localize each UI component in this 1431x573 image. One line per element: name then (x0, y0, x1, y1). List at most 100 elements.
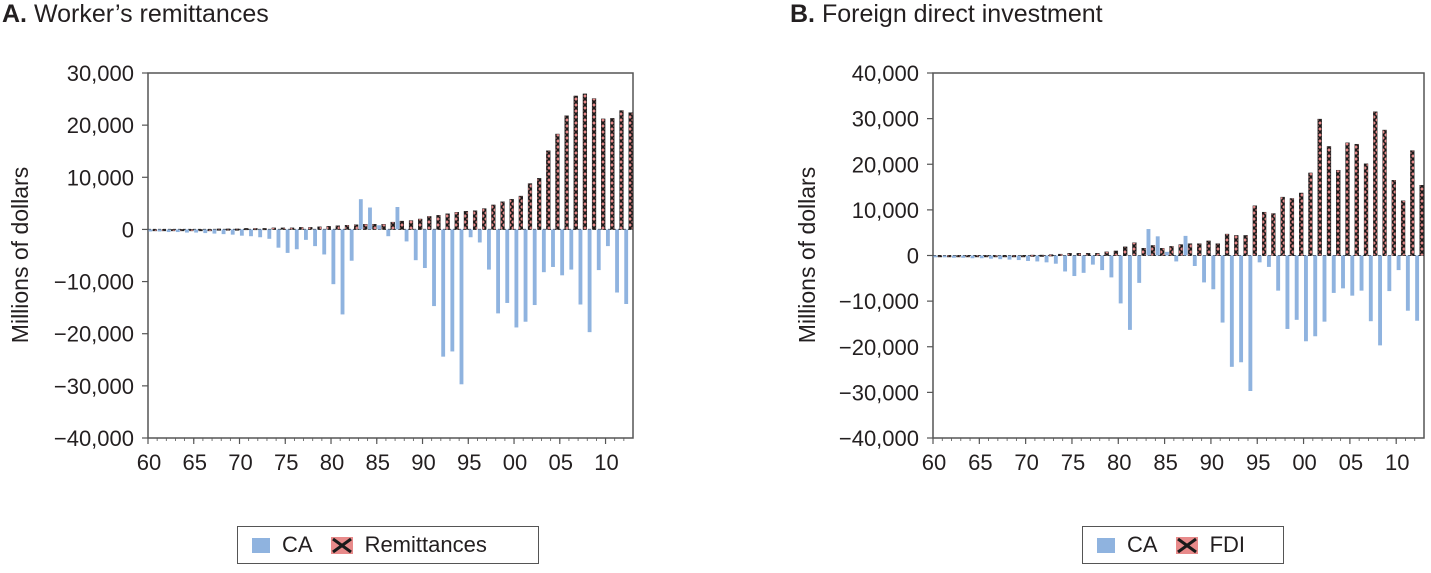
legend-item-ca: CA (252, 532, 313, 558)
bar-ca (1174, 255, 1179, 262)
bar-remittances (326, 226, 331, 230)
bar-fdi (1076, 253, 1081, 256)
bar-fdi (1187, 243, 1193, 256)
bar-ca (569, 229, 574, 270)
bar-remittances (527, 183, 533, 230)
panel-a-title: A. Worker’s remittances (2, 0, 269, 29)
bar-ca (961, 255, 966, 258)
x-tick-label: 65 (968, 450, 992, 475)
bar-fdi (1336, 169, 1341, 256)
bar-fdi (1299, 192, 1304, 256)
bar-ca (276, 229, 281, 248)
legend-label-ca: CA (282, 532, 313, 557)
bar-fdi (1141, 247, 1146, 256)
bar-ca (349, 229, 354, 261)
bar-ca (1016, 255, 1021, 261)
bar-remittances (555, 133, 560, 230)
bar-remittances (591, 98, 597, 230)
bar-ca (368, 207, 372, 230)
bar-fdi (1067, 253, 1072, 256)
bar-fdi (965, 255, 970, 258)
bar-ca (358, 199, 363, 230)
y-tick-label: 10,000 (67, 165, 134, 190)
bar-remittances (207, 229, 212, 232)
bar-fdi (1030, 254, 1035, 257)
x-tick-label: 90 (411, 450, 435, 475)
y-tick-label: −40,000 (839, 426, 919, 451)
bar-ca (1341, 255, 1345, 289)
bar-ca (523, 229, 528, 322)
x-tick-label: 05 (549, 450, 573, 475)
bar-ca (313, 229, 317, 247)
y-tick-label: 40,000 (852, 61, 919, 86)
bar-remittances (280, 227, 286, 230)
bar-remittances (180, 229, 185, 232)
bar-ca (1285, 255, 1290, 329)
bar-fdi (1261, 211, 1267, 256)
bar-remittances (152, 229, 157, 232)
bar-remittances (225, 228, 231, 231)
bar-ca (1146, 229, 1151, 256)
bar-fdi (1326, 146, 1332, 256)
bar-fdi (1132, 242, 1137, 256)
bar-ca (175, 229, 180, 233)
bar-remittances (335, 225, 340, 230)
bar-fdi (993, 255, 998, 258)
bar-fdi (1150, 245, 1156, 256)
bar-ca (294, 229, 299, 250)
x-tick-label: 70 (1014, 450, 1038, 475)
bar-ca (1044, 255, 1049, 263)
x-tick-label: 60 (137, 450, 161, 475)
bar-ca (1368, 255, 1373, 322)
bar-remittances (518, 195, 523, 230)
bar-ca (404, 229, 409, 242)
bar-remittances (189, 229, 194, 232)
bar-ca (532, 229, 537, 306)
bar-fdi (956, 255, 961, 258)
legend-item-fdi: FDI (1175, 532, 1245, 558)
bar-ca (1220, 255, 1225, 323)
bar-ca (587, 229, 592, 333)
bar-ca (578, 229, 583, 305)
bar-ca (203, 229, 208, 234)
bar-ca (951, 255, 956, 258)
bar-remittances (170, 229, 176, 232)
x-tick-label: 85 (366, 450, 390, 475)
bar-ca (551, 229, 555, 267)
bar-remittances (436, 215, 441, 230)
bar-ca (1202, 255, 1206, 283)
bar-ca (615, 229, 619, 293)
bar-ca (1257, 255, 1262, 263)
bar-ca (1415, 255, 1420, 321)
bar-remittances (573, 95, 578, 230)
bar-ca (1313, 255, 1318, 337)
bar-ca (386, 229, 391, 237)
bar-ca (230, 229, 235, 235)
x-tick-label: 75 (274, 450, 298, 475)
bar-fdi (1058, 253, 1063, 256)
bar-ca (1183, 235, 1188, 256)
x-tick-label: 80 (1107, 450, 1131, 475)
bar-remittances (582, 93, 588, 230)
bar-ca (1127, 255, 1132, 330)
bar-ca (1378, 255, 1383, 346)
bar-fdi (1271, 213, 1276, 256)
bar-remittances (427, 216, 432, 230)
x-tick-label: 60 (922, 450, 946, 475)
bar-fdi (1382, 129, 1387, 256)
y-axis-label: Millions of dollars (7, 167, 33, 343)
bar-ca (989, 255, 993, 259)
legend-item-ca: CA (1097, 532, 1158, 558)
x-tick-label: 65 (183, 450, 207, 475)
bar-ca (1109, 255, 1114, 278)
bar-remittances (381, 224, 386, 230)
legend-swatch-fdi (1175, 536, 1198, 554)
bar-ca (1035, 255, 1040, 262)
bar-ca (258, 229, 263, 238)
bar-fdi (1123, 246, 1128, 256)
bar-ca (1192, 255, 1197, 266)
legend-fdi: CA FDI (1082, 526, 1284, 564)
bar-ca (514, 229, 519, 328)
panel-b-title-text: Foreign direct investment (821, 0, 1103, 28)
bar-remittances (472, 210, 478, 230)
